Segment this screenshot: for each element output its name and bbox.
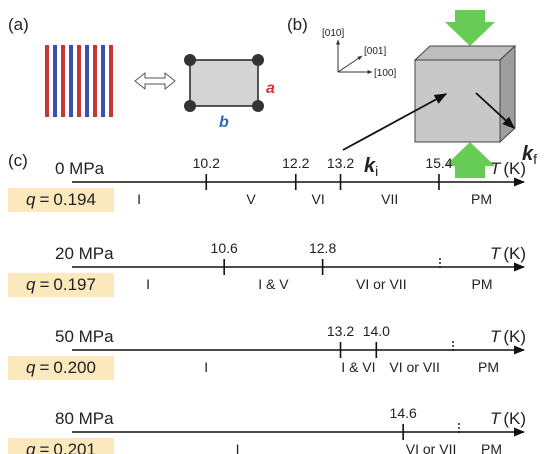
axis-label: [100] [374, 68, 396, 79]
transition-label: 10.6 [211, 240, 238, 256]
q-value: 0.197 [53, 275, 96, 294]
lattice-a: a [266, 80, 275, 97]
phase-label: PM [471, 191, 492, 207]
q-value: 0.194 [53, 190, 96, 209]
lattice-b: b [219, 114, 229, 131]
q-relation: = [39, 190, 49, 209]
axis-label: T(K) [490, 327, 526, 346]
stripe [113, 45, 117, 117]
stripe [93, 45, 97, 117]
atom [184, 54, 196, 66]
phase-label: I & VI [341, 359, 375, 375]
stripe [69, 45, 73, 117]
atom [184, 100, 196, 112]
phase-label: PM [478, 359, 499, 375]
axis-arrow [338, 56, 362, 72]
axis-label: T(K) [490, 244, 526, 263]
phase-label: I [146, 276, 150, 292]
pressure-label: 20 MPa [55, 244, 114, 263]
cube-top [415, 46, 515, 60]
q-symbol: q [26, 275, 36, 294]
double-arrow [135, 73, 175, 89]
pressure-label: 50 MPa [55, 327, 114, 346]
transition-label: 14.6 [390, 405, 417, 421]
axis-unit: (K) [503, 327, 526, 346]
panel-label: (b) [287, 15, 308, 34]
q-relation: = [39, 358, 49, 377]
stripe [89, 45, 93, 117]
stripe [101, 45, 105, 117]
axis-symbol: T [490, 409, 502, 428]
stripe [73, 45, 77, 117]
stripe [65, 45, 69, 117]
axis-symbol: T [490, 244, 502, 263]
phase-label: V [246, 191, 256, 207]
q-value: 0.200 [53, 358, 96, 377]
cube-front [415, 60, 500, 142]
phase-label: PM [472, 276, 493, 292]
phase-label: I [137, 191, 141, 207]
phase-label: PM [481, 441, 502, 454]
phase-label: VI or VII [356, 276, 407, 292]
stripe [85, 45, 89, 117]
axis-unit: (K) [503, 244, 526, 263]
phase-label: VI or VII [406, 441, 457, 454]
unit-cell [190, 60, 258, 106]
stripe [45, 45, 49, 117]
axis-label: T(K) [490, 409, 526, 428]
subscript: f [533, 151, 537, 167]
axis-label: T(K) [490, 159, 526, 178]
axis-label: [010] [322, 28, 344, 39]
atom [252, 54, 264, 66]
stripe-pattern [45, 45, 117, 117]
phase-label: I [204, 359, 208, 375]
q-symbol: q [26, 358, 36, 377]
q-relation: = [39, 440, 49, 454]
q-relation: = [39, 275, 49, 294]
figure: (a) (b) (c) a b [010] [001] [100] ki kf … [0, 0, 554, 454]
axis-symbol: T [490, 327, 502, 346]
axis-unit: (K) [503, 159, 526, 178]
axis-unit: (K) [503, 409, 526, 428]
stripe [53, 45, 57, 117]
phase-label: VI [312, 191, 325, 207]
transition-label: 13.2 [327, 323, 354, 339]
transition-label: 14.0 [363, 323, 390, 339]
atom [252, 100, 264, 112]
stripe [57, 45, 61, 117]
transition-label: 10.2 [193, 155, 220, 171]
pressure-arrow [445, 10, 495, 46]
phase-label: VII [381, 191, 398, 207]
phase-label: I & V [258, 276, 289, 292]
stripe [81, 45, 85, 117]
panel-label: (a) [8, 15, 29, 34]
transition-label: 15.4 [425, 155, 452, 171]
phase-label: I [236, 441, 240, 454]
transition-label: 13.2 [327, 155, 354, 171]
stripe [105, 45, 109, 117]
stripe [109, 45, 113, 117]
subscript: i [375, 163, 378, 179]
stripe [77, 45, 81, 117]
pressure-label: 0 MPa [55, 159, 105, 178]
axis-label: [001] [364, 46, 386, 57]
axis-symbol: T [490, 159, 502, 178]
transition-label: 12.8 [309, 240, 336, 256]
q-value: 0.201 [53, 440, 96, 454]
stripe [49, 45, 53, 117]
stripe [61, 45, 65, 117]
q-symbol: q [26, 190, 36, 209]
phase-label: VI or VII [389, 359, 440, 375]
wavevector-label: ki [364, 155, 378, 179]
stripe [97, 45, 101, 117]
transition-label: 12.2 [282, 155, 309, 171]
pressure-label: 80 MPa [55, 409, 114, 428]
q-symbol: q [26, 440, 36, 454]
panel-label: (c) [8, 151, 28, 170]
